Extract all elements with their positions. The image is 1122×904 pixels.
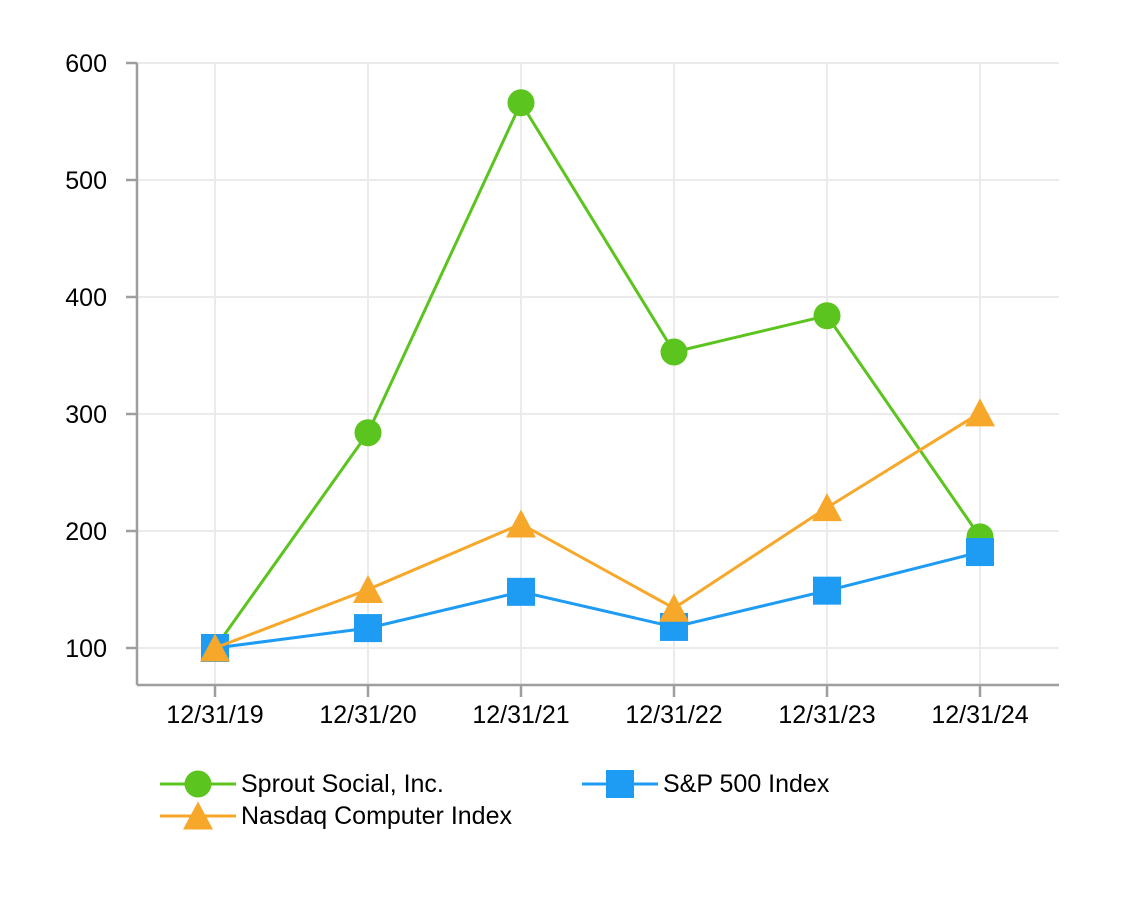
circle-marker-icon	[160, 770, 236, 798]
triangle-data-point	[659, 593, 689, 622]
triangle-marker-icon	[160, 801, 236, 830]
legend-circle-marker	[184, 770, 212, 798]
circle-data-point	[507, 89, 535, 117]
square-marker-icon	[582, 770, 658, 798]
legend-label-sp500: S&P 500 Index	[663, 770, 830, 798]
x-tick-label: 12/31/21	[472, 701, 569, 729]
legend-item-nasdaq-computer: Nasdaq Computer Index	[160, 800, 582, 832]
y-tick-label: 600	[65, 50, 107, 78]
y-tick-label: 400	[65, 284, 107, 312]
y-tick-label: 200	[65, 518, 107, 546]
square-data-point	[507, 577, 535, 606]
series-line-2	[214, 411, 981, 650]
x-tick-label: 12/31/22	[625, 701, 722, 729]
y-tick-label: 100	[65, 635, 107, 663]
x-tick-label: 12/31/23	[778, 701, 875, 729]
x-tick-label: 12/31/24	[931, 701, 1028, 729]
legend-triangle-marker	[183, 801, 213, 830]
triangle-data-point	[965, 398, 995, 427]
series-line-1	[214, 550, 981, 650]
x-tick-label: 12/31/19	[166, 701, 263, 729]
triangle-data-point	[812, 493, 842, 522]
legend-square-marker	[606, 770, 634, 798]
triangle-data-point	[200, 633, 230, 662]
square-data-point	[966, 538, 994, 567]
triangle-data-point	[353, 575, 383, 603]
circle-data-point	[813, 302, 841, 330]
legend-label-nasdaq-computer: Nasdaq Computer Index	[241, 802, 512, 830]
square-data-point	[813, 576, 841, 605]
legend-label-sprout-social: Sprout Social, Inc.	[241, 770, 444, 798]
series-line-0	[213, 99, 982, 649]
circle-data-point	[354, 419, 382, 447]
triangle-data-point	[506, 509, 536, 538]
legend-item-sprout-social: Sprout Social, Inc.	[160, 768, 582, 800]
y-tick-label: 300	[65, 401, 107, 429]
legend-item-sp500: S&P 500 Index	[582, 768, 829, 800]
chart-legend: Sprout Social, Inc. S&P 500 Index Nasdaq…	[160, 768, 829, 832]
y-tick-label: 500	[65, 167, 107, 195]
x-tick-label: 12/31/20	[319, 701, 416, 729]
performance-chart: 100 200 300 400 500 600 12/31/19 12/31/20 12/31/…	[65, 50, 1059, 729]
circle-data-point	[660, 338, 688, 366]
square-data-point	[354, 614, 382, 643]
